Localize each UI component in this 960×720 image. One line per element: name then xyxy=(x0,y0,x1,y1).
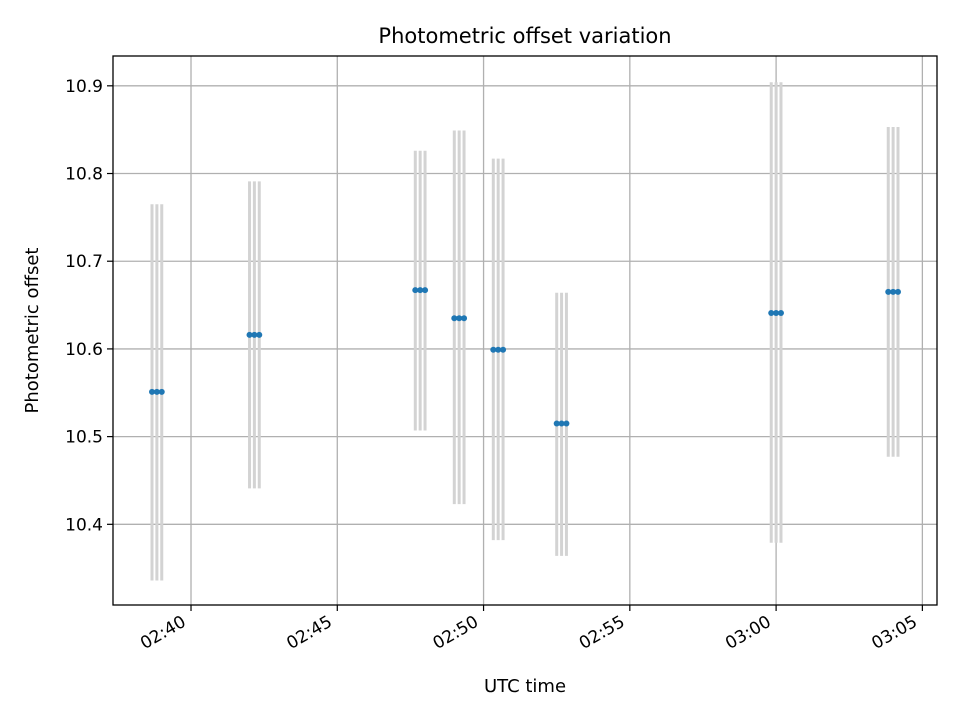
data-point xyxy=(777,309,784,316)
data-point xyxy=(553,420,560,427)
errorbar-layer xyxy=(150,82,900,581)
y-tick-label: 10.6 xyxy=(65,340,103,360)
data-point xyxy=(456,315,463,322)
y-tick-label: 10.5 xyxy=(65,428,103,448)
grid-layer xyxy=(113,56,937,605)
data-point xyxy=(768,309,775,316)
data-point xyxy=(563,420,570,427)
x-tick-label: 03:00 xyxy=(722,612,774,654)
data-point xyxy=(890,288,897,295)
data-point xyxy=(500,346,507,353)
data-point xyxy=(490,346,497,353)
data-point xyxy=(412,287,419,294)
y-tick-label: 10.4 xyxy=(65,515,103,535)
data-point xyxy=(422,287,429,294)
data-point xyxy=(417,287,424,294)
x-tick-label: 02:45 xyxy=(283,612,335,654)
chart-title: Photometric offset variation xyxy=(378,24,671,48)
data-point xyxy=(153,388,160,395)
y-tick-label: 10.7 xyxy=(65,252,103,272)
data-point xyxy=(461,315,468,322)
x-tick-label: 03:05 xyxy=(868,612,920,654)
x-tick-label: 02:55 xyxy=(576,612,628,654)
data-point xyxy=(246,331,253,338)
data-point xyxy=(894,288,901,295)
data-point xyxy=(149,388,156,395)
data-point xyxy=(495,346,502,353)
data-point xyxy=(158,388,165,395)
data-point xyxy=(256,331,263,338)
data-point xyxy=(885,288,892,295)
x-axis-title: UTC time xyxy=(484,676,566,697)
y-tick-label: 10.9 xyxy=(65,77,103,97)
data-point xyxy=(773,309,780,316)
data-point xyxy=(558,420,565,427)
point-layer xyxy=(149,287,901,427)
plot-area-frame xyxy=(112,55,938,606)
data-point xyxy=(251,331,258,338)
y-axis-title: Photometric offset xyxy=(22,248,43,414)
data-point xyxy=(451,315,458,322)
x-tick-label: 02:50 xyxy=(430,612,482,654)
x-tick-label: 02:40 xyxy=(137,612,189,654)
y-tick-label: 10.8 xyxy=(65,165,103,185)
